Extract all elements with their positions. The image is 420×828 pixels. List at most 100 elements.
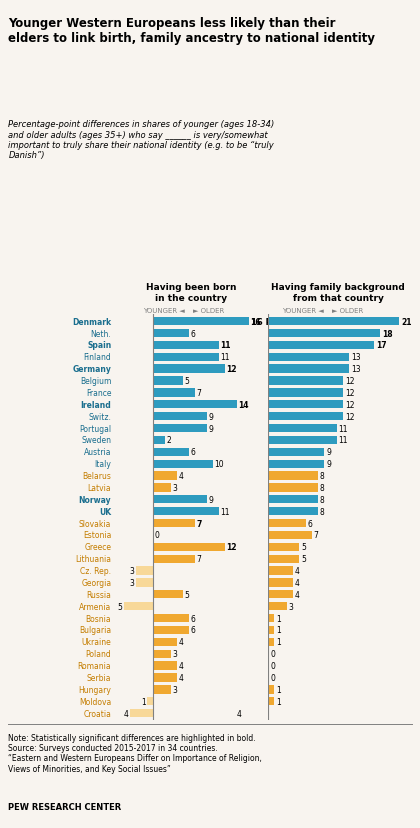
Text: 1: 1	[276, 685, 281, 694]
Bar	[268, 365, 349, 373]
Text: ► OLDER: ► OLDER	[193, 307, 224, 314]
Text: 1: 1	[276, 638, 281, 647]
Bar	[268, 341, 374, 349]
Bar	[153, 354, 219, 362]
Text: Belarus: Belarus	[82, 471, 111, 480]
Text: 11: 11	[339, 436, 348, 445]
Text: 6: 6	[191, 626, 195, 635]
Text: 17: 17	[376, 341, 387, 350]
Text: YOUNGER ◄: YOUNGER ◄	[143, 307, 185, 314]
Text: 13: 13	[351, 353, 361, 362]
Text: France: France	[86, 388, 111, 397]
Text: 4: 4	[236, 709, 241, 718]
Text: UK: UK	[99, 507, 111, 516]
Bar	[243, 709, 268, 717]
Bar	[268, 686, 274, 694]
Text: 12: 12	[226, 364, 237, 373]
Text: 6: 6	[191, 329, 195, 338]
Text: Slovakia: Slovakia	[79, 519, 111, 528]
Bar	[153, 614, 189, 623]
Text: Sweden: Sweden	[81, 436, 111, 445]
Bar	[268, 543, 299, 551]
Text: 4: 4	[178, 662, 184, 671]
Bar	[268, 318, 399, 326]
Text: 1: 1	[276, 614, 281, 623]
Text: 9: 9	[326, 448, 331, 457]
Text: Ireland: Ireland	[81, 400, 111, 409]
Text: 0: 0	[270, 649, 275, 658]
Bar	[268, 555, 299, 563]
Text: 18: 18	[382, 329, 393, 338]
Text: 3: 3	[129, 578, 134, 587]
Text: Romania: Romania	[78, 662, 111, 671]
Bar	[153, 472, 177, 480]
Bar	[268, 697, 274, 705]
Text: 7: 7	[197, 388, 201, 397]
Bar	[268, 579, 293, 587]
Text: 8: 8	[320, 484, 325, 493]
Bar	[153, 484, 171, 492]
Text: 6: 6	[307, 519, 312, 528]
Text: 3: 3	[129, 566, 134, 575]
Text: Neth.: Neth.	[91, 329, 111, 338]
Bar	[268, 508, 318, 516]
Text: Younger Western Europeans less likely than their
elders to link birth, family an: Younger Western Europeans less likely th…	[8, 17, 375, 45]
Bar	[153, 686, 171, 694]
Text: 12: 12	[226, 542, 237, 551]
Text: 4: 4	[123, 709, 129, 718]
Bar	[268, 377, 343, 385]
Text: Bosnia: Bosnia	[86, 614, 111, 623]
Bar	[268, 401, 343, 409]
Text: Croatia: Croatia	[84, 709, 111, 718]
Text: 5: 5	[301, 555, 306, 564]
Text: Greece: Greece	[84, 542, 111, 551]
Text: 1: 1	[276, 697, 281, 706]
Bar	[153, 401, 237, 409]
Text: Portugal: Portugal	[79, 424, 111, 433]
Text: YOUNGER ◄: YOUNGER ◄	[282, 307, 323, 314]
Text: 12: 12	[345, 400, 354, 409]
Bar	[153, 460, 213, 469]
Text: 0: 0	[270, 662, 275, 671]
Bar	[268, 448, 324, 456]
Bar	[268, 638, 274, 646]
Text: 7: 7	[197, 555, 201, 564]
Bar	[153, 330, 189, 338]
Text: Denmark: Denmark	[72, 317, 111, 326]
Text: 1: 1	[142, 697, 146, 706]
Bar	[153, 412, 207, 421]
Bar	[268, 436, 337, 445]
Bar	[153, 650, 171, 658]
Text: Having family background
from that country: Having family background from that count…	[271, 283, 405, 302]
Text: 3: 3	[173, 649, 178, 658]
Text: 0: 0	[155, 531, 160, 540]
Bar	[153, 425, 207, 433]
Text: Italy: Italy	[94, 460, 111, 469]
Text: Austria: Austria	[84, 448, 111, 457]
Bar	[153, 318, 249, 326]
Text: 4: 4	[295, 578, 300, 587]
Text: PEW RESEARCH CENTER: PEW RESEARCH CENTER	[8, 802, 122, 811]
Bar	[268, 495, 318, 504]
Text: 5: 5	[184, 377, 189, 386]
Bar	[268, 330, 381, 338]
Bar	[123, 602, 153, 610]
Bar	[153, 448, 189, 456]
Bar	[268, 531, 312, 540]
Bar	[153, 341, 219, 349]
Text: 4: 4	[295, 590, 300, 599]
Text: 21: 21	[401, 317, 412, 326]
Text: 6: 6	[191, 448, 195, 457]
Text: Germany: Germany	[72, 364, 111, 373]
Text: 16 PTS.: 16 PTS.	[251, 317, 287, 326]
Text: 4: 4	[295, 566, 300, 575]
Text: 11: 11	[339, 424, 348, 433]
Bar	[153, 590, 184, 599]
Text: Belgium: Belgium	[80, 377, 111, 386]
Text: Georgia: Georgia	[81, 578, 111, 587]
Text: 8: 8	[320, 507, 325, 516]
Text: 5: 5	[118, 602, 122, 611]
Text: 5: 5	[301, 542, 306, 551]
Text: 8: 8	[320, 495, 325, 504]
Text: Serbia: Serbia	[87, 673, 111, 682]
